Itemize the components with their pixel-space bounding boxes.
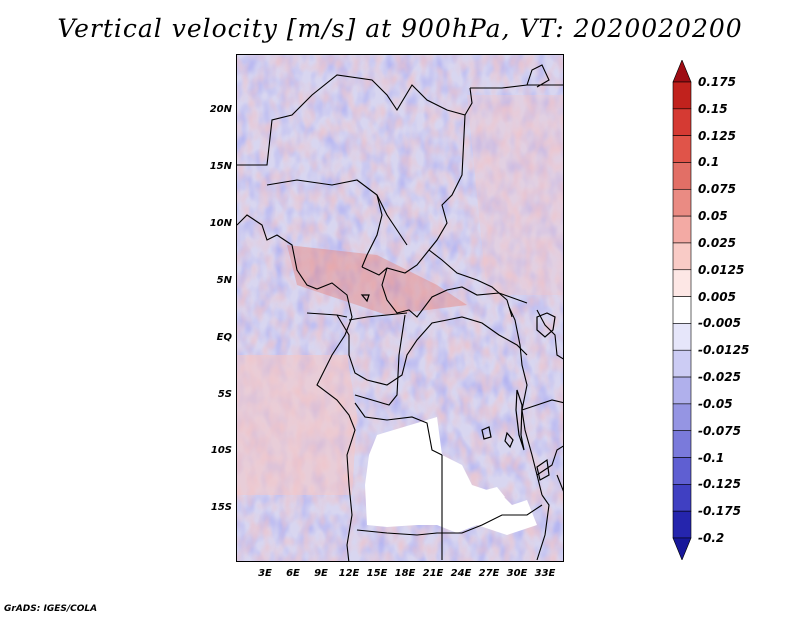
colorbar-label: 0.175 [698,75,736,89]
lon-tick-6e: 6E [286,568,300,579]
lon-tick-30e: 30E [506,568,528,579]
lon-tick-33e: 33E [534,568,556,579]
lon-tick-21e: 21E [422,568,444,579]
lon-tick-15e: 15E [366,568,388,579]
colorbar-label: -0.005 [698,316,741,331]
colorbar-label: -0.0125 [698,343,750,358]
colorbar [672,60,692,560]
chart-title: Vertical velocity [m/s] at 900hPa, VT: 2… [57,14,743,43]
map-panel [236,54,564,562]
colorbar-label: 0.05 [698,209,728,224]
colorbar-swatch [672,403,692,432]
colorbar-label: -0.025 [698,370,741,385]
colorbar-label: 0.075 [698,182,736,197]
colorbar-swatch [672,81,692,110]
lat-tick-5s: 5S [217,389,232,400]
masked-highland-area [365,417,537,535]
colorbar-label: -0.125 [698,477,741,492]
colorbar-swatch [672,60,692,83]
colorbar-label: -0.05 [698,396,733,411]
masked-area-small [482,487,505,503]
colorbar-swatch [672,349,692,378]
lon-tick-18e: 18E [394,568,416,579]
lon-tick-12e: 12E [338,568,360,579]
colorbar-swatch [672,323,692,351]
colorbar-swatch [672,430,692,458]
colorbar-swatch [672,457,692,485]
colorbar-swatch [672,162,692,190]
colorbar-label: -0.175 [698,504,741,519]
colorbar-label: 0.005 [698,289,736,304]
lat-tick-15s: 15S [210,502,232,513]
lat-tick-15n: 15N [209,161,232,172]
colorbar-swatch [672,484,692,512]
colorbar-swatch [672,242,692,271]
colorbar-label: -0.2 [698,531,725,545]
colorbar-swatch [672,215,692,244]
colorbar-swatch [672,108,692,136]
political-borders [237,64,563,561]
colorbar-label: -0.1 [698,450,725,465]
lat-tick-20n: 20N [209,104,232,115]
colorbar-swatch [672,296,692,324]
vertical-velocity-field [237,55,563,561]
lon-tick-24e: 24E [450,568,472,579]
colorbar-label: 0.1 [698,155,720,170]
grads-credit: GrADS: IGES/COLA [4,604,98,614]
lat-tick-10n: 10N [209,218,232,229]
lat-tick-5n: 5N [216,275,232,286]
lat-tick-10s: 10S [210,445,232,456]
lat-tick-eq: EQ [216,332,232,343]
colorbar-swatch [672,510,692,539]
colorbar-label: 0.0125 [698,262,745,277]
colorbar-label: 0.15 [698,101,728,116]
lakes [360,294,556,481]
colorbar-swatch [672,269,692,297]
lon-tick-9e: 9E [314,568,328,579]
colorbar-swatch [672,537,692,560]
colorbar-swatch [672,135,692,163]
lon-tick-27e: 27E [478,568,500,579]
colorbar-label: -0.075 [698,423,741,438]
ocean-ascent-patch [237,355,357,495]
colorbar-label: 0.125 [698,128,736,143]
sudan-ascent-patch [467,95,563,295]
colorbar-swatch [672,376,692,405]
coastal-ascent-band [287,245,467,315]
colorbar-swatch [672,188,692,217]
lon-tick-3e: 3E [258,568,272,579]
colorbar-label: 0.025 [698,235,736,250]
